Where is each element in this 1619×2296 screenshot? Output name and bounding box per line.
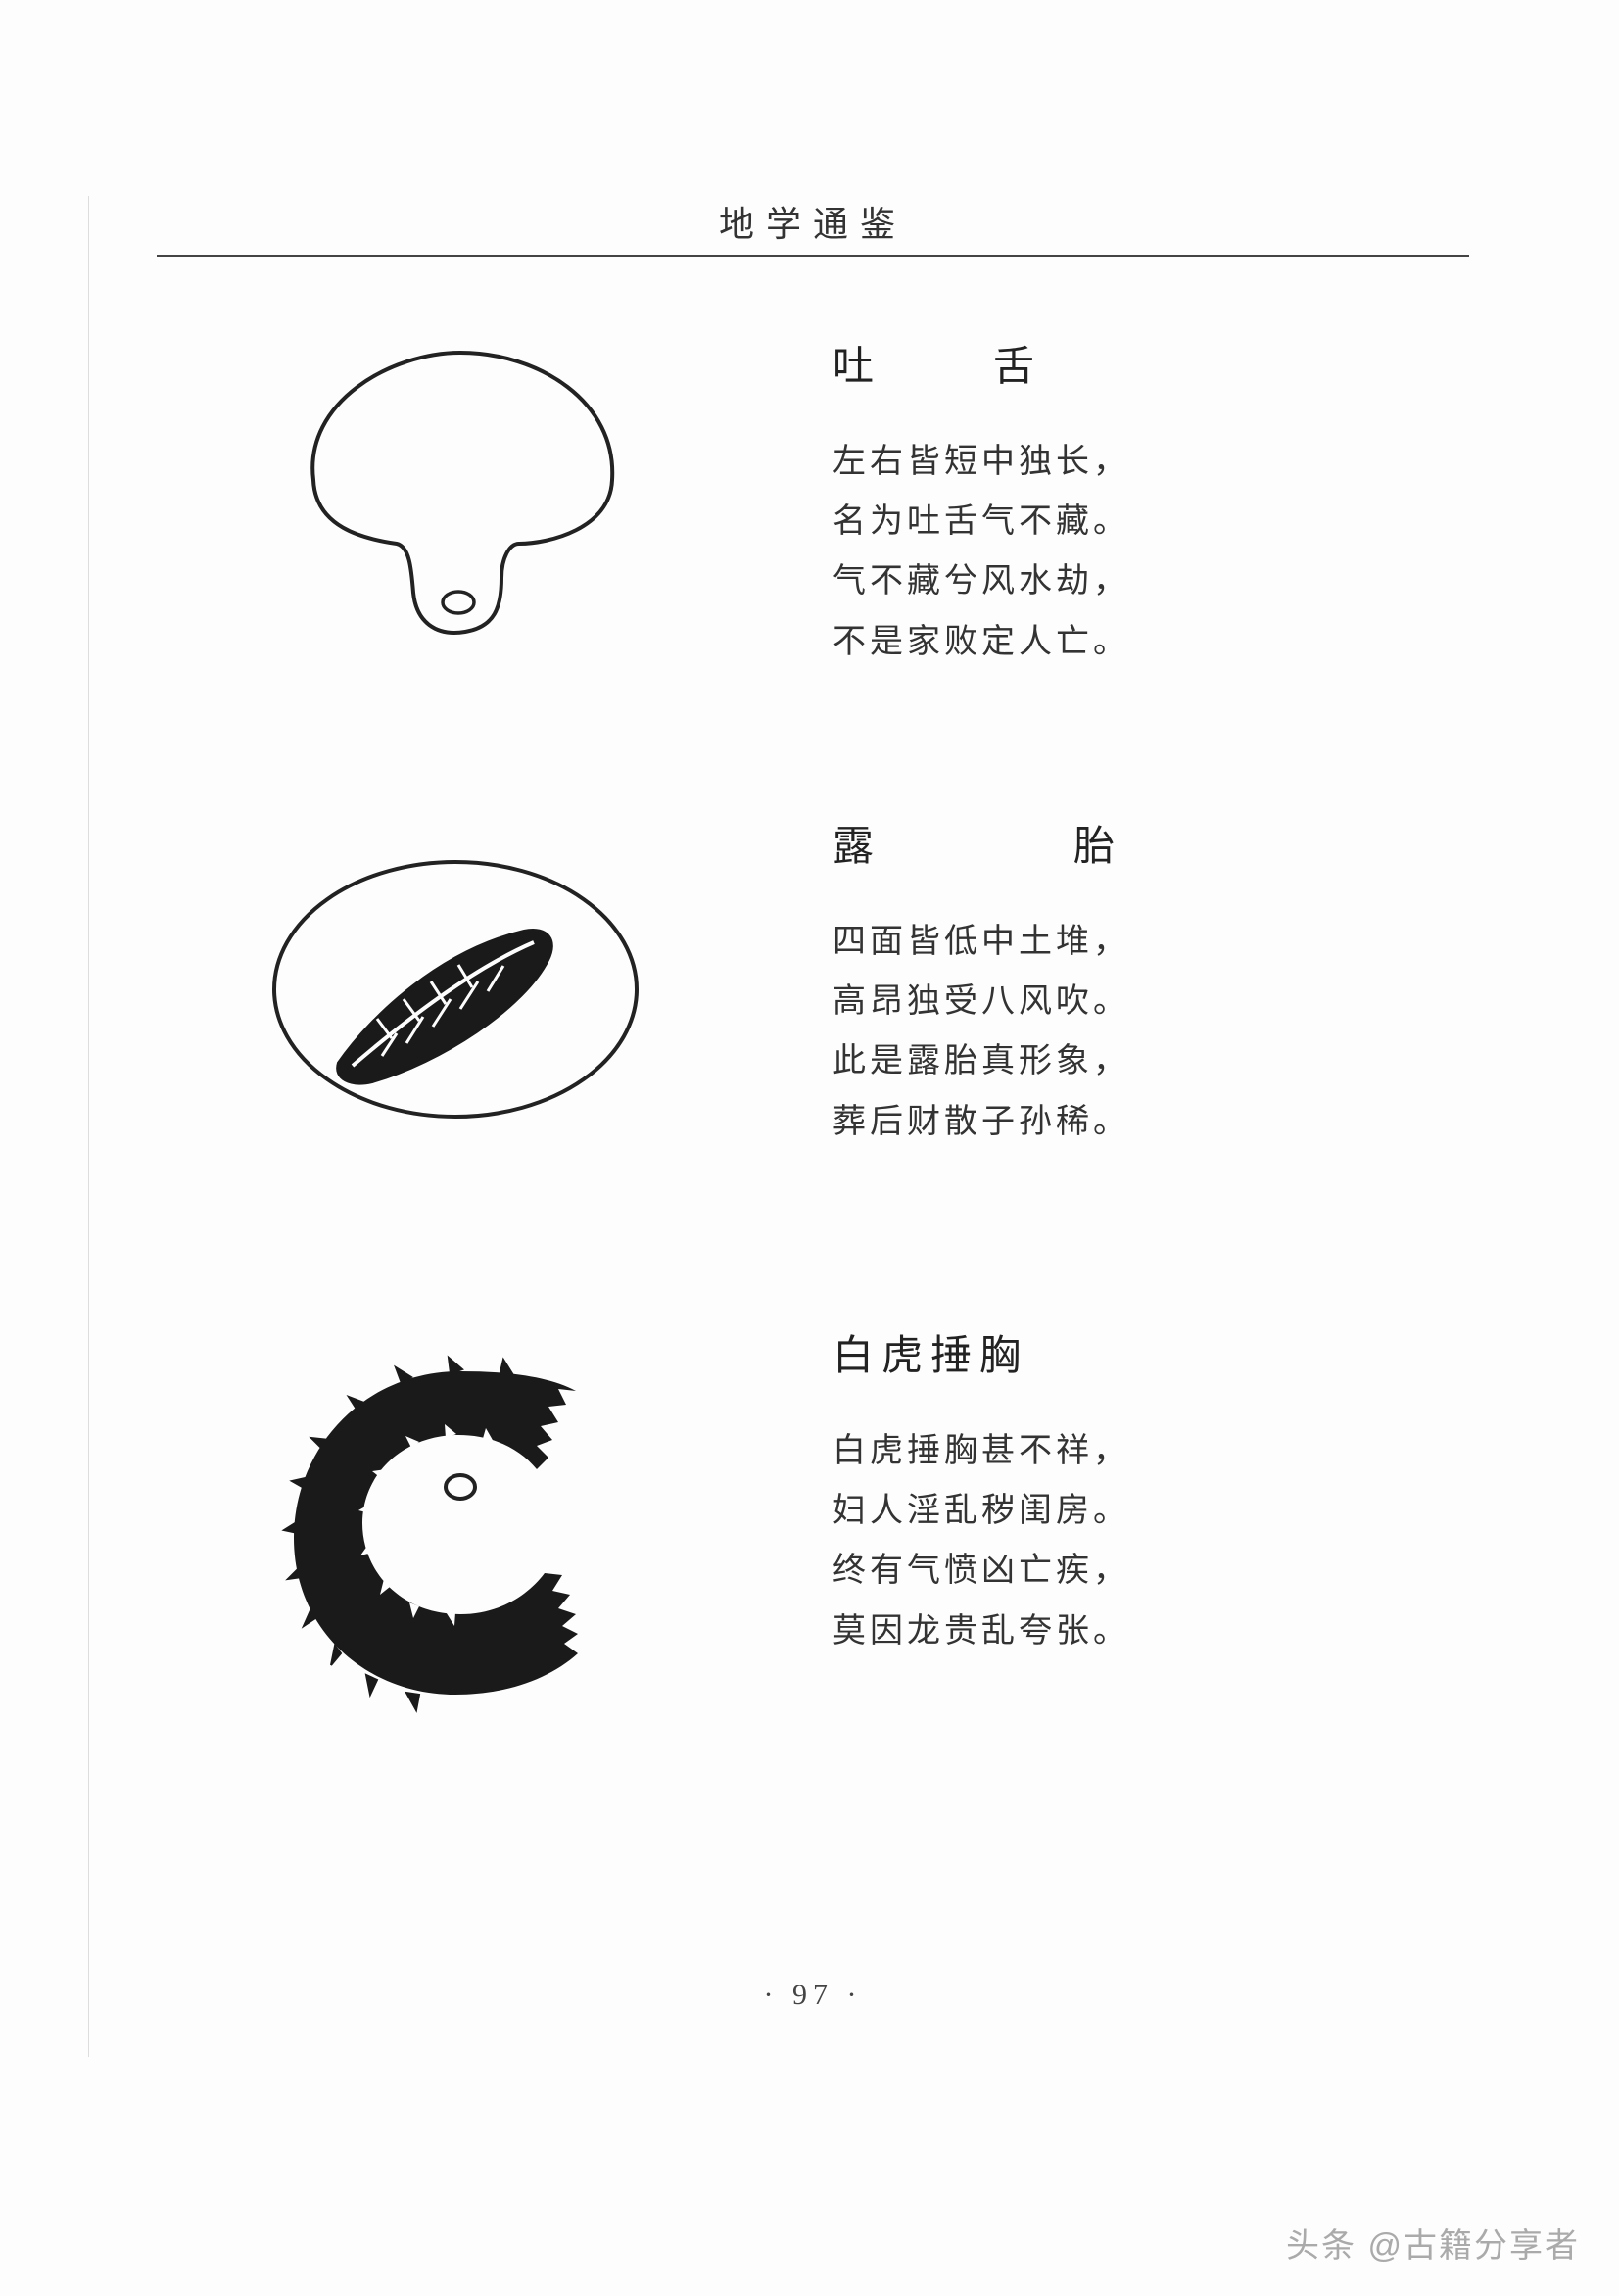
scan-edge-line bbox=[88, 196, 89, 2057]
poem-line: 不是家败定人亡。 bbox=[833, 612, 1381, 672]
baihu-hole bbox=[446, 1475, 475, 1499]
poem-line: 四面皆低中土堆， bbox=[833, 912, 1381, 972]
poem-line: 此是露胎真形象， bbox=[833, 1031, 1381, 1091]
lutai-leaf bbox=[337, 930, 552, 1083]
header-rule bbox=[157, 255, 1469, 257]
book-title: 地学通鉴 bbox=[127, 196, 1499, 247]
poem-line: 白虎捶胸甚不祥， bbox=[833, 1421, 1381, 1481]
entry-title: 白虎捶胸 bbox=[833, 1322, 1381, 1382]
diagram-lutai bbox=[245, 842, 656, 1161]
page-content: 地学通鉴 吐 舌 左右皆短中独长， 名为吐舌气不藏。 气不藏兮风水劫， 不是家败… bbox=[127, 0, 1499, 2296]
poem-line: 气不藏兮风水劫， bbox=[833, 551, 1381, 611]
entry-title: 露 胎 bbox=[833, 813, 1381, 873]
entry-title: 吐 舌 bbox=[833, 333, 1381, 393]
diagram-tushe bbox=[245, 333, 656, 671]
text-block-tushe: 吐 舌 左右皆短中独长， 名为吐舌气不藏。 气不藏兮风水劫， 不是家败定人亡。 bbox=[833, 333, 1381, 672]
mushroom-hole bbox=[443, 592, 474, 613]
poem-line: 左右皆短中独长， bbox=[833, 432, 1381, 492]
baihu-ring bbox=[284, 1358, 578, 1710]
text-block-baihu: 白虎捶胸 白虎捶胸甚不祥， 妇人淫乱秽闺房。 终有气愤凶亡疾， 莫因龙贵乱夸张。 bbox=[833, 1322, 1381, 1661]
poem-line: 莫因龙贵乱夸张。 bbox=[833, 1602, 1381, 1661]
watermark: 头条 @古籍分享者 bbox=[1286, 2219, 1580, 2267]
poem-line: 终有气愤凶亡疾， bbox=[833, 1541, 1381, 1601]
page-number: · 97 · bbox=[127, 1979, 1499, 2012]
poem-line: 葬后财散子孙稀。 bbox=[833, 1092, 1381, 1152]
poem-line: 名为吐舌气不藏。 bbox=[833, 492, 1381, 551]
diagram-baihu bbox=[264, 1342, 656, 1719]
text-block-lutai: 露 胎 四面皆低中土堆， 高昂独受八风吹。 此是露胎真形象， 葬后财散子孙稀。 bbox=[833, 813, 1381, 1152]
poem-line: 高昂独受八风吹。 bbox=[833, 972, 1381, 1031]
poem-line: 妇人淫乱秽闺房。 bbox=[833, 1481, 1381, 1541]
